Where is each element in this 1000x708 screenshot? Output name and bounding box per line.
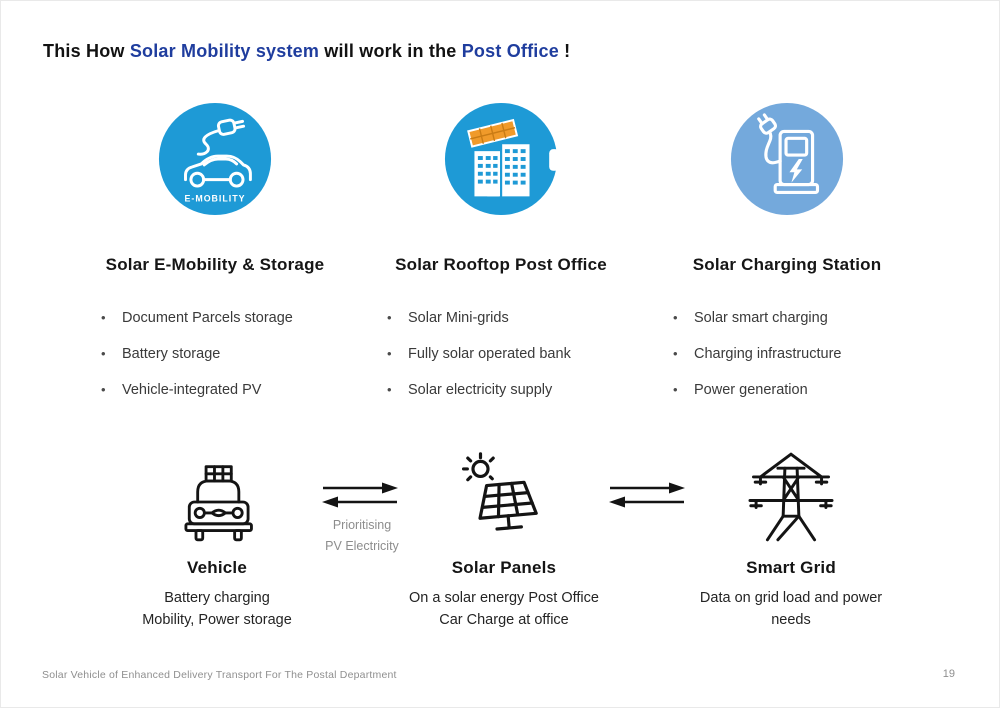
bullet-dot: • xyxy=(101,310,106,325)
list-item: • Power generation xyxy=(673,381,937,399)
desc-line: Car Charge at office xyxy=(439,612,569,628)
delivery-vehicle-icon xyxy=(184,465,253,542)
footer-text: Solar Vehicle of Enhanced Delivery Trans… xyxy=(42,669,397,681)
node-description: On a solar energy Post Office Car Charge… xyxy=(354,587,654,631)
list-item: • Solar electricity supply xyxy=(387,381,651,399)
list-item: • Charging infrastructure xyxy=(673,345,937,363)
bullet-dot: • xyxy=(387,346,392,361)
flow-node-smart-grid: Smart Grid Data on grid load and power n… xyxy=(641,446,941,631)
bullet-text: Power generation xyxy=(694,382,808,398)
desc-line: Data on grid load and power xyxy=(699,590,883,606)
icon-box xyxy=(67,446,367,546)
column-solar-rooftop: Solar Rooftop Post Office • Solar Mini-gr… xyxy=(351,100,651,417)
bullet-text: Fully solar operated bank xyxy=(408,346,571,362)
page-number: 19 xyxy=(942,668,955,680)
icon-box xyxy=(354,446,654,546)
bullet-dot: • xyxy=(387,382,392,397)
bullet-dot: • xyxy=(101,346,106,361)
bullet-text: Solar Mini-grids xyxy=(408,310,509,326)
page-title: This How Solar Mobility system will work… xyxy=(43,41,570,62)
solar-panels-icon xyxy=(461,452,538,531)
charging-station-icon xyxy=(730,102,844,216)
flow-node-solar-panels: Solar Panels On a solar energy Post Offi… xyxy=(354,446,654,631)
title-part: ! xyxy=(558,41,571,61)
bullet-text: Solar smart charging xyxy=(694,310,828,326)
bullet-text: Battery storage xyxy=(122,346,221,362)
bullet-list: • Document Parcels storage • Battery stora… xyxy=(65,309,365,399)
e-mobility-car-icon: E-MOBILITY xyxy=(158,102,272,216)
node-label: Vehicle xyxy=(187,558,247,577)
bullet-dot: • xyxy=(673,310,678,325)
exchange-arrows-icon xyxy=(609,482,685,508)
node-label: Solar Panels xyxy=(451,558,557,577)
column-heading: Solar Rooftop Post Office xyxy=(395,255,607,274)
list-item: • Solar smart charging xyxy=(673,309,937,327)
e-mobility-badge-text: E-MOBILITY xyxy=(185,193,246,203)
list-item: • Fully solar operated bank xyxy=(387,345,651,363)
arrow-caption: Prioritising PV Electricity xyxy=(301,515,423,557)
node-label: Smart Grid xyxy=(746,558,836,577)
column-heading: Solar Charging Station xyxy=(692,255,882,274)
desc-line: Battery charging xyxy=(164,590,270,606)
solar-rooftop-building-icon xyxy=(444,102,560,216)
flow-node-vehicle: Vehicle Battery charging Mobility, Power… xyxy=(67,446,367,631)
desc-line: Mobility, Power storage xyxy=(142,612,292,628)
bullet-list: • Solar Mini-grids • Fully solar operated … xyxy=(351,309,651,399)
icon-box xyxy=(641,446,941,546)
list-item: • Battery storage xyxy=(101,345,365,363)
smart-grid-tower-icon xyxy=(748,452,834,542)
caption-line: Prioritising xyxy=(332,518,392,532)
column-heading: Solar E-Mobility & Storage xyxy=(105,255,325,274)
bullet-dot: • xyxy=(673,382,678,397)
caption-line: PV Electricity xyxy=(325,539,399,553)
title-part: This How xyxy=(43,41,130,61)
column-solar-charging-station: Solar Charging Station • Solar smart char… xyxy=(637,100,937,417)
list-item: • Vehicle-integrated PV xyxy=(101,381,365,399)
bullet-dot: • xyxy=(387,310,392,325)
list-item: • Document Parcels storage xyxy=(101,309,365,327)
bullet-list: • Solar smart charging • Charging infrastr… xyxy=(637,309,937,399)
title-highlight-solar-mobility: Solar Mobility system xyxy=(129,41,320,61)
bullet-text: Vehicle-integrated PV xyxy=(122,382,262,398)
column-solar-e-mobility: E-MOBILITY Solar E-Mobility & Storage • D… xyxy=(65,100,365,417)
bullet-dot: • xyxy=(101,382,106,397)
list-item: • Solar Mini-grids xyxy=(387,309,651,327)
desc-line: On a solar energy Post Office xyxy=(409,590,599,606)
bullet-text: Charging infrastructure xyxy=(694,346,842,362)
bullet-text: Solar electricity supply xyxy=(408,382,553,398)
bullet-text: Document Parcels storage xyxy=(122,310,293,326)
title-part: will work in the xyxy=(319,41,462,61)
node-description: Data on grid load and power needs xyxy=(641,587,941,631)
node-description: Battery charging Mobility, Power storage xyxy=(67,587,367,631)
title-highlight-post-office: Post Office xyxy=(461,41,559,61)
bullet-dot: • xyxy=(673,346,678,361)
exchange-arrows-icon xyxy=(322,482,398,508)
desc-line: needs xyxy=(771,612,811,628)
